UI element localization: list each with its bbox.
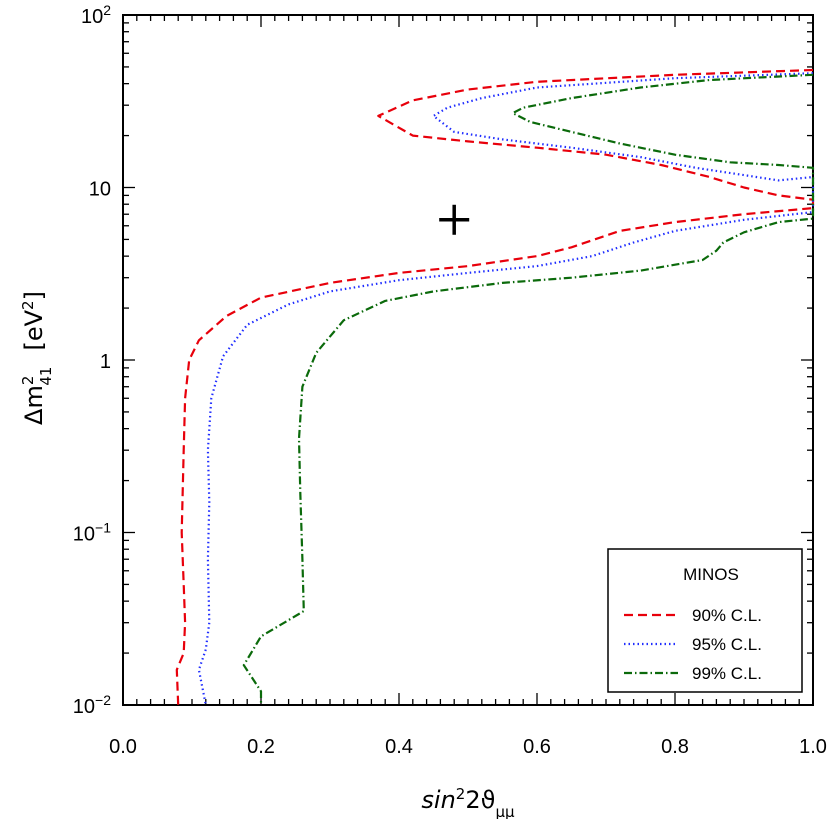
- contour-series-1: [175, 68, 815, 706]
- x-tick-label: 0.4: [385, 736, 413, 758]
- y-tick-label: 10−1: [73, 520, 111, 546]
- contour-series-3: [242, 73, 815, 705]
- y-tick-label: 102: [81, 2, 111, 28]
- x-tick-label: 0.8: [661, 736, 689, 758]
- y-axis-title: Δm241[eV2]: [19, 291, 55, 425]
- legend-label-1: 90% C.L.: [692, 606, 762, 625]
- x-axis-title: sin22ϑμμ: [421, 785, 515, 819]
- legend-label-2: 95% C.L.: [692, 635, 762, 654]
- best-fit-marker: [439, 204, 470, 235]
- x-tick-label: 1.0: [799, 736, 827, 758]
- legend-label-3: 99% C.L.: [692, 664, 762, 683]
- y-tick-label: 10: [89, 179, 111, 201]
- y-tick-label: 1: [100, 351, 111, 373]
- x-tick-label: 0.6: [523, 736, 551, 758]
- legend-box: [607, 548, 803, 693]
- contour-curves: [175, 68, 815, 706]
- tick-labels: 0.0 0.2 0.4 0.6 0.8 1.0 102 10 1 10−1 10−2: [73, 2, 827, 758]
- x-tick-label: 0.2: [247, 736, 275, 758]
- legend: MINOS 90% C.L. 95% C.L. 99% C.L.: [607, 548, 803, 693]
- x-tick-label: 0.0: [109, 736, 137, 758]
- legend-title: MINOS: [683, 565, 739, 584]
- y-tick-label: 10−2: [73, 692, 111, 718]
